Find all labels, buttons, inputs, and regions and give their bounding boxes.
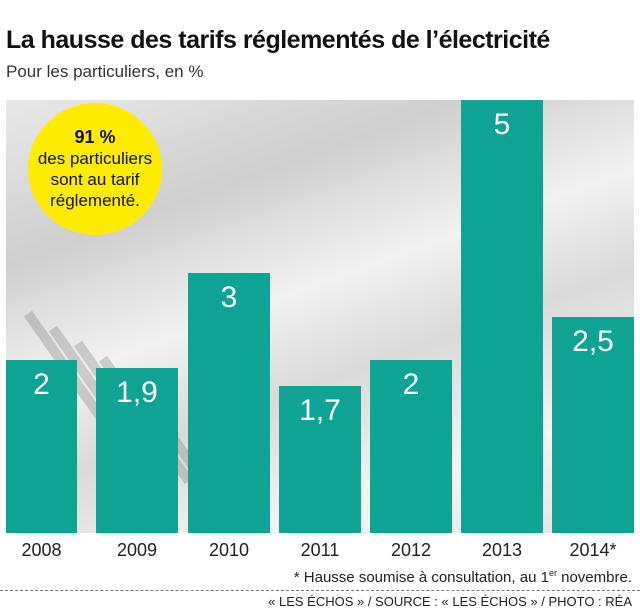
footnote-sup: er — [548, 568, 557, 578]
divider — [0, 590, 640, 591]
footnote-text: * Hausse soumise à consultation, au 1 — [293, 569, 549, 586]
bar-2012 — [370, 359, 452, 533]
chart-subtitle: Pour les particuliers, en % — [6, 62, 204, 81]
value-label: 3 — [220, 281, 238, 315]
bar-2010 — [188, 273, 270, 533]
value-label: 2 — [33, 367, 50, 401]
x-tick-label: 2014* — [569, 540, 617, 560]
bar-2013 — [461, 100, 543, 533]
x-tick-label: 2008 — [21, 540, 62, 560]
footnote: * Hausse soumise à consultation, au 1er … — [294, 568, 632, 586]
callout-line: réglementé. — [50, 191, 140, 210]
x-tick-label: 2010 — [208, 540, 250, 560]
x-tick-label: 2009 — [116, 540, 158, 560]
value-label: 1,9 — [116, 376, 158, 410]
value-label: 2 — [402, 367, 420, 401]
credit: « LES ÉCHOS » / SOURCE : « LES ÉCHOS » /… — [268, 594, 632, 609]
footnote-suffix: novembre. — [556, 569, 632, 586]
chart-title: La hausse des tarifs réglementés de l’él… — [6, 26, 550, 54]
bar-2009 — [96, 368, 178, 533]
x-tick-label: 2011 — [300, 540, 340, 560]
value-label: 5 — [493, 108, 511, 141]
bar-2008 — [6, 359, 77, 533]
bar-2014* — [552, 316, 634, 533]
value-label: 1,7 — [299, 393, 341, 427]
callout-line: des particuliers — [37, 149, 153, 168]
value-label: 2,5 — [572, 324, 614, 358]
callout-bubble: 91 % des particuliers sont au tarif régl… — [28, 103, 162, 235]
x-tick-label: 2012 — [390, 540, 432, 560]
callout-line: sont au tarif — [50, 170, 140, 189]
bar-2011 — [279, 385, 361, 533]
x-tick-label: 2013 — [481, 540, 523, 560]
callout-strong: 91 % — [74, 127, 116, 147]
